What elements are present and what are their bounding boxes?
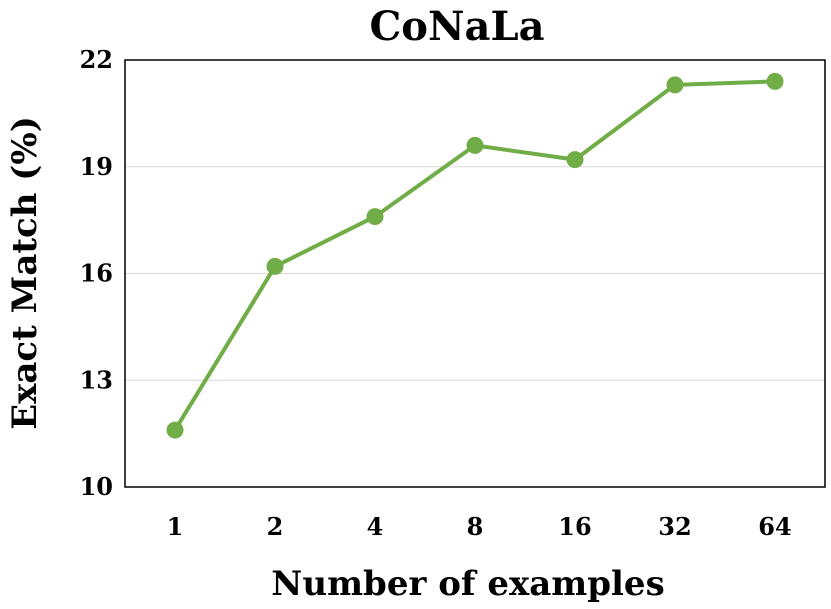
y-tick-label: 22 [80,45,113,74]
x-axis-label: Number of examples [271,564,664,604]
y-axis-label: Exact Match (%) [5,116,45,430]
plot-area-border [124,59,826,488]
x-axis-ticks: 1 2 4 8 16 32 64 [167,512,792,541]
x-tick-label: 2 [267,512,284,541]
y-tick-label: 10 [80,472,113,501]
data-point [466,136,484,154]
data-point [566,151,584,169]
data-point [266,257,284,275]
x-tick-label: 32 [658,512,691,541]
chart-title: CoNaLa [369,3,544,50]
y-tick-label: 16 [80,259,113,288]
x-tick-label: 64 [758,512,791,541]
data-points [166,72,784,439]
gridlines [125,166,825,381]
x-tick-label: 8 [467,512,484,541]
x-tick-label: 16 [558,512,591,541]
y-axis-ticks: 10 13 16 19 22 [80,45,113,501]
y-tick-label: 19 [80,152,113,181]
data-point [366,208,384,226]
x-tick-label: 4 [367,512,384,541]
data-point [666,76,684,94]
y-tick-label: 13 [80,365,113,394]
series-line [173,79,776,432]
data-point [766,72,784,90]
x-tick-label: 1 [167,512,184,541]
data-point [166,421,184,439]
